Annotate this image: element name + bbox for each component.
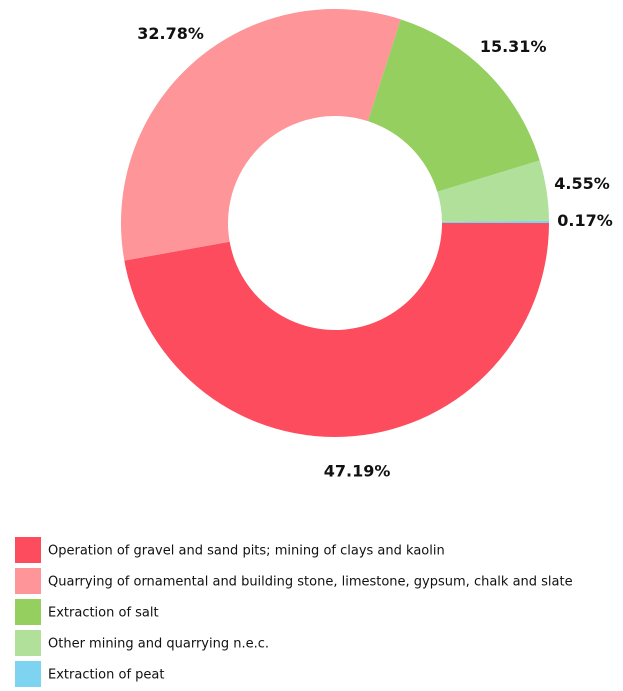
value-label: 4.55% <box>554 174 610 193</box>
legend-swatch <box>15 661 41 687</box>
legend-label: Extraction of salt <box>48 606 159 621</box>
slice <box>437 160 549 222</box>
slice <box>367 19 540 192</box>
value-label: 47.19% <box>324 462 391 481</box>
legend-label: Extraction of peat <box>48 668 164 683</box>
value-label: 32.78% <box>137 24 204 43</box>
value-label: 15.31% <box>480 37 547 56</box>
slice <box>121 9 401 261</box>
value-label: 0.17% <box>557 211 613 230</box>
legend-label: Other mining and quarrying n.e.c. <box>48 637 269 652</box>
slice <box>124 223 549 437</box>
legend-swatch <box>15 630 41 656</box>
legend-swatch <box>15 537 41 563</box>
legend-label: Operation of gravel and sand pits; minin… <box>48 544 445 559</box>
slice <box>441 220 549 223</box>
legend-swatch <box>15 599 41 625</box>
legend-label: Quarrying of ornamental and building sto… <box>48 575 573 590</box>
legend-swatch <box>15 568 41 594</box>
